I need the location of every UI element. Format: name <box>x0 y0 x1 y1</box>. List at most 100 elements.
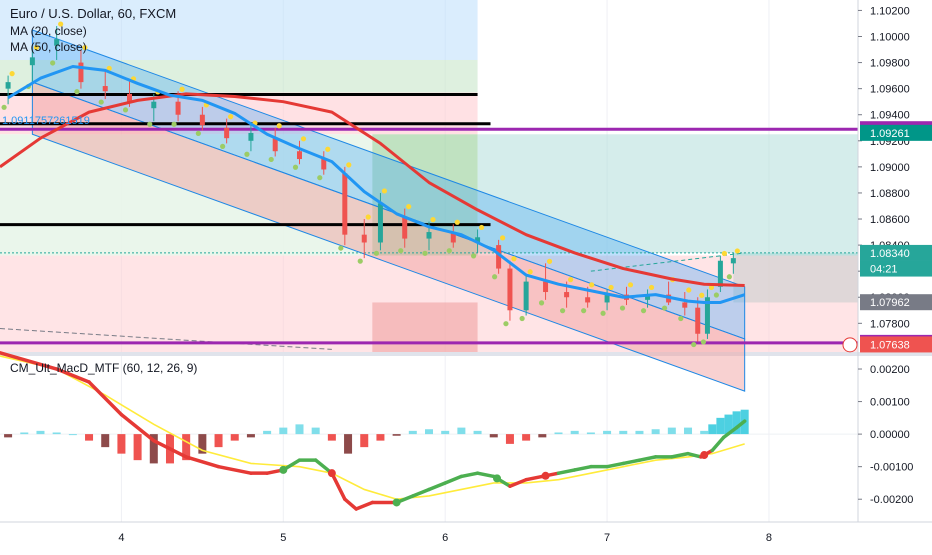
price-tick-label: 1.10200 <box>870 5 910 17</box>
candle-body <box>426 232 432 239</box>
signal-dot-green <box>560 308 566 314</box>
macd-line-segment <box>184 455 221 469</box>
macd-histogram-bar <box>408 430 417 435</box>
candle-body <box>704 297 710 334</box>
signal-dot-yellow <box>478 224 485 231</box>
price-tag <box>860 124 932 141</box>
signal-dot-yellow <box>82 44 88 51</box>
macd-tick-label: 0.00100 <box>870 397 910 409</box>
signal-dot-green <box>220 143 226 150</box>
signal-dot-yellow <box>500 235 506 241</box>
signal-dot-green <box>338 245 344 251</box>
signal-dot-green <box>74 89 80 95</box>
candle-body <box>321 159 327 170</box>
macd-histogram-bar <box>68 434 77 436</box>
macd-cross-dot <box>279 465 288 474</box>
macd-histogram-bar <box>376 434 385 441</box>
signal-dot-yellow <box>708 284 715 291</box>
signal-dot-yellow <box>511 256 517 262</box>
macd-tick-label: 0.00000 <box>870 429 910 441</box>
signal-dot-green <box>122 107 129 113</box>
signal-dot-yellow <box>228 114 234 120</box>
macd-histogram-bar <box>85 434 94 441</box>
macd-histogram-bar <box>538 434 547 438</box>
candle-body <box>543 281 549 293</box>
macd-line-segment <box>670 451 690 459</box>
signal-dot-yellow <box>608 284 614 291</box>
macd-histogram-bar <box>246 434 255 438</box>
candle-body <box>224 127 230 139</box>
macd-histogram-bar <box>4 434 13 438</box>
signal-dot-green <box>470 253 477 259</box>
signal-dot-yellow <box>406 203 412 210</box>
dashed-projection <box>590 252 745 272</box>
price-tag-label: 1.07638 <box>870 339 910 351</box>
macd-histogram-bar <box>570 430 579 435</box>
signal-dot-green <box>503 321 509 327</box>
signal-dot-green <box>538 300 545 306</box>
signal-dot-green <box>50 60 56 66</box>
macd-line-segment <box>343 497 358 511</box>
signal-dot-green <box>640 308 647 314</box>
candle-body <box>402 216 408 239</box>
candle-body <box>29 57 35 66</box>
macd-cross-dot <box>492 474 501 483</box>
signal-dot-green <box>661 305 668 311</box>
candle-body <box>151 101 157 109</box>
price-tick-label: 1.10000 <box>870 32 910 44</box>
candle-body <box>450 232 456 243</box>
macd-line-segment <box>637 455 658 462</box>
macd-histogram-bar <box>279 427 288 435</box>
macd-line-segment <box>621 458 642 466</box>
signal-dot-yellow <box>58 21 64 27</box>
candle-body <box>199 114 205 126</box>
macd-line-segment <box>572 464 593 472</box>
candle-body <box>127 93 133 102</box>
macd-histogram-bar <box>457 427 466 435</box>
signal-dot-green <box>171 121 177 127</box>
candle-body <box>682 302 688 308</box>
signal-dot-green <box>581 308 587 314</box>
macd-histogram-bar <box>52 432 61 435</box>
trendline-value-label: 1.0911757261519 <box>2 115 90 127</box>
macd-tick-label: -0.00100 <box>870 462 913 474</box>
price-tick-label: 1.09000 <box>870 162 910 174</box>
macd-line-segment <box>411 487 431 498</box>
candle-body <box>730 258 736 264</box>
candle-body <box>507 268 513 311</box>
macd-histogram-bar <box>133 434 142 461</box>
zone-red-strong <box>372 302 478 352</box>
time-tick-label: 4 <box>118 532 124 544</box>
price-tag <box>860 294 932 311</box>
signal-dot-yellow <box>33 44 39 51</box>
macd-line-segment <box>459 471 480 479</box>
time-tick-label: 8 <box>766 532 772 544</box>
macd-line-segment <box>605 461 626 469</box>
signal-dot-yellow <box>686 287 692 293</box>
signal-dot-yellow <box>527 269 533 275</box>
signal-dot-green <box>492 274 498 280</box>
labels-layer: 1.10200 1.10000 1.09800 1.09600 1.09400 1.092… <box>2 5 932 544</box>
macd-line-segment <box>54 367 91 384</box>
candle-body <box>175 101 181 115</box>
signal-dot-yellow <box>627 282 634 288</box>
macd-line-segment <box>475 471 496 479</box>
macd-line-segment <box>216 464 253 475</box>
signal-dot-green <box>422 250 428 256</box>
candle-body <box>78 62 84 83</box>
macd-histogram-bar <box>724 414 733 435</box>
macd-histogram-bar <box>311 427 320 435</box>
zone-blue <box>0 0 478 60</box>
macd-tick-label: -0.00200 <box>870 494 913 506</box>
signal-dot-yellow <box>9 71 15 77</box>
macd-cross-dot <box>392 498 401 507</box>
signal-dot-green <box>678 315 684 322</box>
signal-dot-green <box>268 156 274 163</box>
price-tag-label: 04:21 <box>870 264 898 276</box>
macd-histogram-bar <box>635 430 644 435</box>
signal-dot-yellow <box>346 162 352 168</box>
macd-histogram-bar <box>489 434 498 438</box>
signal-dot-green <box>357 258 363 264</box>
macd-line-segment <box>710 435 726 453</box>
